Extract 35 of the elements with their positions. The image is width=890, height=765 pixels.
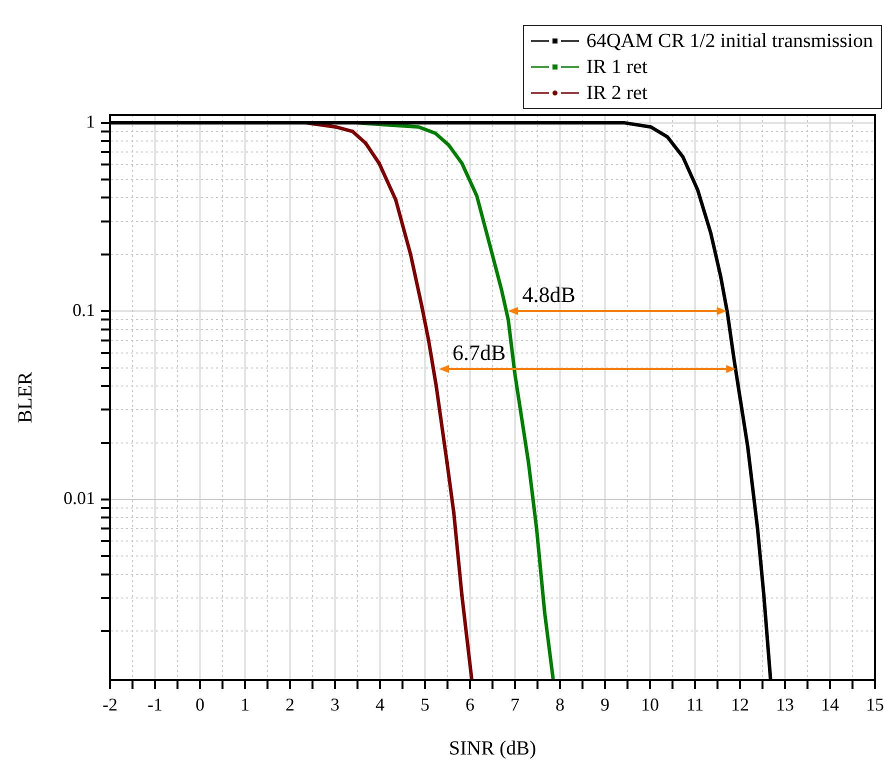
- x-tick-label: 7: [510, 694, 520, 715]
- y-axis-title: BLER: [14, 371, 36, 424]
- y-tick-label: 0.1: [72, 300, 95, 320]
- point: [364, 141, 368, 145]
- point: [350, 130, 354, 134]
- x-tick-label: 5: [420, 694, 430, 715]
- point: [426, 338, 430, 342]
- x-tick-label: -2: [102, 694, 118, 715]
- point: [420, 304, 424, 308]
- x-tick-label: 9: [600, 694, 610, 715]
- x-tick-label: 0: [196, 694, 204, 715]
- legend-label: IR 1 ret: [586, 55, 648, 80]
- x-tick-label: 15: [866, 694, 884, 715]
- x-tick-label: 11: [686, 694, 704, 715]
- x-tick-label: 3: [330, 694, 340, 715]
- x-tick-label: 2: [286, 694, 294, 715]
- point: [408, 252, 412, 256]
- legend-label: IR 2 ret: [586, 81, 648, 106]
- legend-label: 64QAM CR 1/2 initial transmission: [586, 29, 873, 54]
- x-tick-label: 1: [240, 694, 250, 715]
- x-tick-label: 8: [556, 694, 564, 715]
- y-tick-label: 1: [86, 112, 95, 132]
- annotation: 6.7dB: [452, 340, 506, 366]
- x-tick-label: 6: [466, 694, 474, 715]
- point: [394, 198, 398, 202]
- x-axis-title: SINR (dB): [448, 737, 536, 760]
- y-tick-label: 0.01: [64, 488, 95, 508]
- x-tick-label: -1: [148, 694, 162, 715]
- x-tick-label: 14: [821, 694, 839, 715]
- point: [377, 161, 381, 166]
- x-tick-label: 12: [731, 694, 749, 715]
- x-tick-label: 10: [641, 694, 659, 715]
- annotation: 4.8dB: [522, 282, 576, 308]
- x-tick-label: 13: [776, 694, 794, 715]
- x-tick-label: 4: [376, 694, 384, 715]
